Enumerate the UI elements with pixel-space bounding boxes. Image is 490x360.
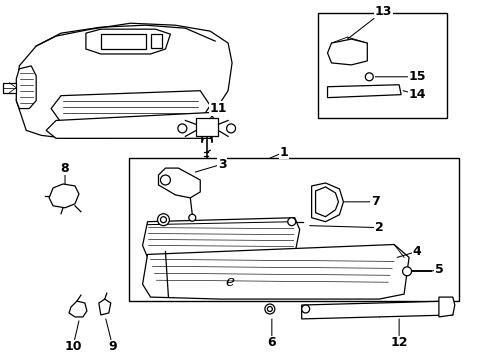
Polygon shape <box>69 301 87 317</box>
Circle shape <box>302 305 310 313</box>
Text: ℯ: ℯ <box>225 274 235 289</box>
Text: 10: 10 <box>64 321 82 353</box>
Polygon shape <box>86 29 171 54</box>
Polygon shape <box>16 23 232 138</box>
Circle shape <box>178 124 187 133</box>
Text: 1: 1 <box>270 146 288 159</box>
Text: 4: 4 <box>397 245 421 258</box>
Circle shape <box>403 267 412 276</box>
Text: 14: 14 <box>403 88 426 101</box>
Bar <box>196 118 218 136</box>
Text: 8: 8 <box>61 162 70 184</box>
Text: 7: 7 <box>344 195 380 208</box>
Polygon shape <box>99 299 111 315</box>
Text: 11: 11 <box>209 102 227 118</box>
Polygon shape <box>327 85 401 98</box>
Circle shape <box>268 306 272 311</box>
Polygon shape <box>49 184 79 208</box>
Polygon shape <box>16 66 36 109</box>
Text: 9: 9 <box>106 319 117 353</box>
Polygon shape <box>143 244 409 299</box>
Circle shape <box>366 73 373 81</box>
Polygon shape <box>3 83 16 93</box>
Bar <box>101 34 146 49</box>
Text: 13: 13 <box>347 5 392 39</box>
Text: 3: 3 <box>196 158 226 172</box>
Polygon shape <box>46 113 218 138</box>
Circle shape <box>288 218 295 226</box>
Bar <box>150 34 163 48</box>
Polygon shape <box>312 183 343 222</box>
Text: 12: 12 <box>391 319 408 349</box>
Text: 6: 6 <box>268 319 276 349</box>
Circle shape <box>189 214 196 221</box>
Circle shape <box>161 175 171 185</box>
Text: 2: 2 <box>310 221 384 234</box>
Polygon shape <box>316 187 339 217</box>
Text: 5: 5 <box>431 263 443 276</box>
Text: 15: 15 <box>375 70 426 83</box>
Circle shape <box>265 304 275 314</box>
Polygon shape <box>51 91 210 122</box>
Polygon shape <box>302 301 453 319</box>
Bar <box>129 158 459 301</box>
Circle shape <box>161 217 167 223</box>
Polygon shape <box>158 168 200 198</box>
Polygon shape <box>143 218 300 257</box>
Circle shape <box>157 214 170 226</box>
Polygon shape <box>439 297 455 317</box>
Bar <box>318 13 447 118</box>
Circle shape <box>226 124 236 133</box>
Polygon shape <box>327 39 368 65</box>
